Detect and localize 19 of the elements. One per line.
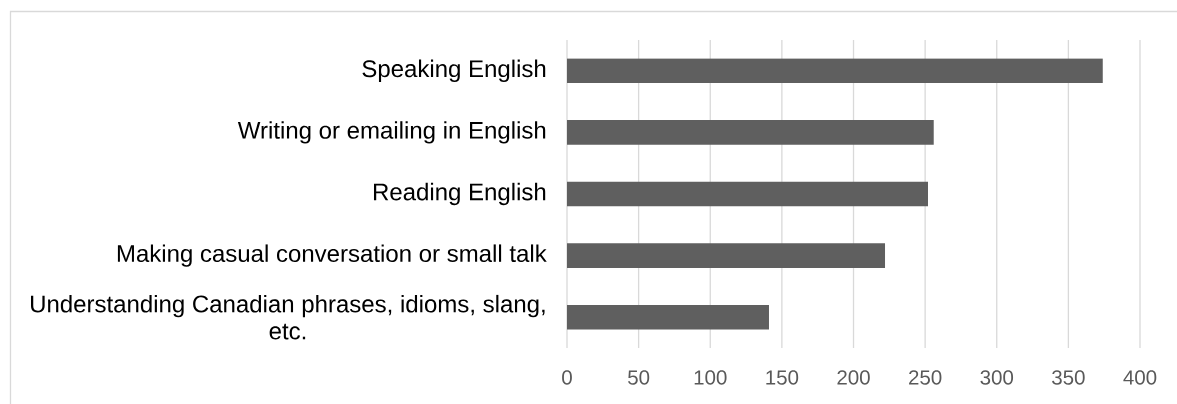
x-tick-label: 300	[980, 370, 1014, 385]
y-tick-label: Understanding Canadian phrases, idioms, slang, etc.	[31, 294, 545, 340]
x-tick-label: 0	[562, 370, 572, 385]
y-tick-label: Making casual conversation or small talk	[117, 244, 547, 267]
bar	[567, 243, 886, 268]
bar	[567, 120, 934, 145]
x-tick-label: 400	[1123, 370, 1157, 385]
x-tick-label: 250	[909, 370, 942, 385]
x-tick-label: 150	[766, 370, 799, 385]
y-tick-label: Speaking English	[362, 59, 546, 82]
x-tick-label: 350	[1052, 370, 1085, 385]
x-tick-label: 50	[628, 370, 650, 385]
x-tick-label: 100	[694, 370, 727, 385]
y-tick-label: Reading English	[373, 182, 546, 206]
bar	[567, 181, 928, 207]
bar	[567, 304, 769, 330]
x-tick-label: 200	[837, 370, 870, 385]
bar	[567, 58, 1103, 84]
y-tick-label: Writing or emailing in English	[237, 121, 546, 144]
